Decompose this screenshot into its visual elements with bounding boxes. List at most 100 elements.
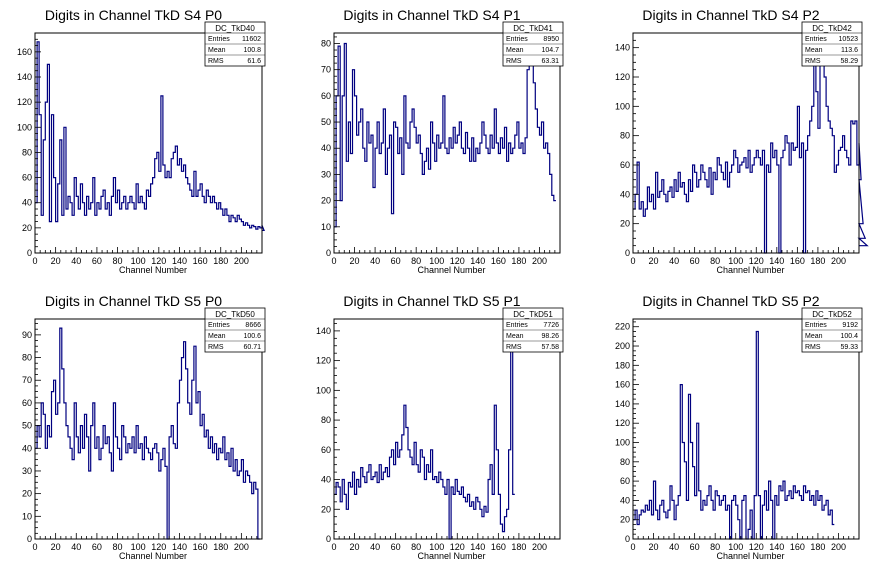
stats-box: DC_TkD41 Entries 8950 Mean 104.7 RMS 63.31 <box>502 21 564 67</box>
y-tick-label: 0 <box>326 534 331 544</box>
y-tick-label: 100 <box>615 438 630 448</box>
stats-label: RMS <box>506 344 522 351</box>
x-tick-label: 40 <box>669 542 679 552</box>
y-tick-label: 40 <box>321 475 331 485</box>
histogram-panel: Digits in Channel TkD S5 P1 0 20 40 60 80 100 1… <box>316 293 564 561</box>
histogram-series <box>334 42 556 228</box>
x-tick-label: 40 <box>370 542 380 552</box>
y-tick-label: 140 <box>316 326 331 336</box>
stats-label: RMS <box>805 58 821 65</box>
x-tick-label: 20 <box>350 256 360 266</box>
x-axis-label: Channel Number <box>716 551 784 561</box>
y-tick-label: 80 <box>22 353 32 363</box>
y-tick-label: 40 <box>22 443 32 453</box>
y-tick-label: 20 <box>22 223 32 233</box>
x-tick-label: 200 <box>831 256 846 266</box>
chart-title: Digits in Channel TkD S4 P1 <box>343 7 520 23</box>
stats-box: DC_TkD40 Entries 11602 Mean 100.8 RMS 61.6 <box>204 21 266 67</box>
x-tick-label: 180 <box>511 256 526 266</box>
x-tick-label: 140 <box>470 542 485 552</box>
y-tick-label: 0 <box>27 248 32 258</box>
y-tick-label: 100 <box>316 385 331 395</box>
x-tick-label: 100 <box>131 256 146 266</box>
x-tick-label: 180 <box>810 256 825 266</box>
y-tick-label: 50 <box>321 117 331 127</box>
stats-value: 61.6 <box>247 58 261 65</box>
stats-label: Mean <box>805 333 823 340</box>
y-tick-label: 100 <box>615 101 630 111</box>
x-tick-label: 180 <box>810 542 825 552</box>
stats-value: 98.26 <box>541 333 559 340</box>
x-tick-label: 0 <box>630 542 635 552</box>
stats-label: RMS <box>506 58 522 65</box>
y-tick-label: 30 <box>22 466 32 476</box>
stats-value: 59.33 <box>840 344 858 351</box>
y-tick-label: 120 <box>17 97 32 107</box>
y-tick-label: 140 <box>17 72 32 82</box>
stats-value: 100.8 <box>243 47 261 54</box>
x-tick-label: 160 <box>491 542 506 552</box>
x-tick-label: 180 <box>213 256 228 266</box>
x-tick-label: 160 <box>193 256 208 266</box>
y-tick-label: 60 <box>321 445 331 455</box>
x-tick-label: 0 <box>32 256 37 266</box>
y-tick-label: 80 <box>22 147 32 157</box>
y-tick-label: 80 <box>321 415 331 425</box>
y-tick-label: 20 <box>321 196 331 206</box>
x-tick-label: 0 <box>32 542 37 552</box>
y-tick-label: 60 <box>22 173 32 183</box>
x-tick-label: 140 <box>769 256 784 266</box>
y-tick-label: 100 <box>17 122 32 132</box>
x-tick-label: 160 <box>790 256 805 266</box>
y-tick-label: 20 <box>620 219 630 229</box>
y-tick-label: 60 <box>620 160 630 170</box>
stats-value: 100.4 <box>840 333 858 340</box>
y-tick-label: 20 <box>620 515 630 525</box>
y-tick-label: 20 <box>22 489 32 499</box>
stats-value: 63.31 <box>541 58 559 65</box>
stats-name: DC_TkD52 <box>812 310 852 319</box>
stats-value: 11602 <box>242 36 261 43</box>
x-tick-label: 20 <box>51 542 61 552</box>
x-tick-label: 140 <box>172 542 187 552</box>
chart-title: Digits in Channel TkD S4 P2 <box>642 7 819 23</box>
x-axis-label: Channel Number <box>119 265 187 275</box>
chart-title: Digits in Channel TkD S4 P0 <box>45 7 222 23</box>
stats-value: 7726 <box>543 322 559 329</box>
stats-value: 100.6 <box>243 333 261 340</box>
x-tick-label: 80 <box>411 256 421 266</box>
y-tick-label: 60 <box>321 91 331 101</box>
x-tick-label: 60 <box>92 542 102 552</box>
y-tick-label: 10 <box>22 511 32 521</box>
x-tick-label: 100 <box>429 256 444 266</box>
histogram-panel: Digits in Channel TkD S5 P00 20 40 60 80 100 1… <box>22 293 266 561</box>
y-tick-label: 70 <box>22 375 32 385</box>
stats-value: 58.29 <box>840 58 858 65</box>
x-tick-label: 200 <box>234 542 249 552</box>
stats-label: Entries <box>506 322 528 329</box>
stats-box: DC_TkD51 Entries 7726 Mean 98.26 RMS 57.58 <box>502 307 564 353</box>
x-tick-label: 140 <box>769 542 784 552</box>
stats-name: DC_TkD40 <box>215 24 255 33</box>
x-tick-label: 200 <box>831 542 846 552</box>
histogram-series <box>35 41 265 231</box>
x-tick-label: 40 <box>370 256 380 266</box>
y-tick-label: 80 <box>321 38 331 48</box>
y-tick-label: 90 <box>22 330 32 340</box>
y-tick-label: 60 <box>620 476 630 486</box>
x-tick-label: 140 <box>470 256 485 266</box>
x-tick-label: 40 <box>71 256 81 266</box>
x-tick-label: 120 <box>450 256 465 266</box>
x-tick-label: 60 <box>391 256 401 266</box>
stats-label: Entries <box>805 322 827 329</box>
stats-label: Mean <box>208 333 226 340</box>
x-tick-label: 100 <box>429 542 444 552</box>
stats-label: Entries <box>506 36 528 43</box>
x-tick-label: 0 <box>331 256 336 266</box>
y-tick-label: 120 <box>316 356 331 366</box>
x-tick-label: 120 <box>450 542 465 552</box>
x-tick-label: 20 <box>649 542 659 552</box>
x-tick-label: 0 <box>331 542 336 552</box>
stats-box: DC_TkD50 Entries 8666 Mean 100.6 RMS 60.71 <box>204 307 266 353</box>
x-tick-label: 80 <box>113 542 123 552</box>
